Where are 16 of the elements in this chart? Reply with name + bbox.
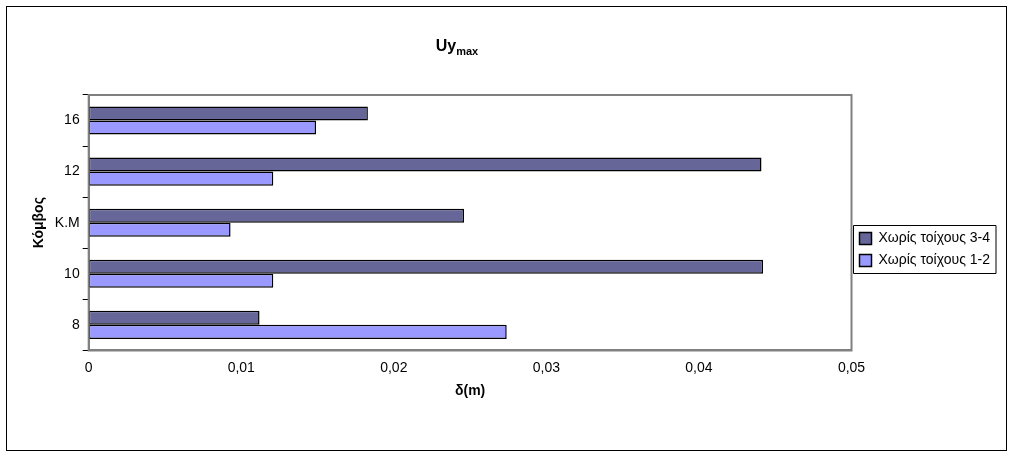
- chart-title: Uy$_{max}$: [434, 37, 480, 58]
- x-axis-title: δ(m): [454, 382, 486, 399]
- y-tick-label: 16: [64, 111, 80, 128]
- legend-label: Χωρίς τοίχους 1-2: [878, 251, 991, 268]
- legend-label: Χωρίς τοίχους 3-4: [878, 229, 991, 246]
- x-tick-label: 0,03: [532, 358, 561, 375]
- y-tick-label: K.M: [54, 213, 80, 230]
- y-axis-title: Κόμβος: [30, 197, 47, 249]
- y-tick-label: 8: [71, 315, 80, 332]
- y-tick-label: 10: [64, 264, 80, 281]
- x-tick-label: 0,02: [380, 358, 408, 375]
- x-tick-label: 0,05: [837, 358, 866, 375]
- x-tick-label: 0,01: [227, 358, 256, 375]
- x-tick-label: 0: [84, 358, 93, 375]
- y-tick-label: 12: [64, 162, 80, 179]
- x-tick-label: 0,04: [685, 358, 713, 375]
